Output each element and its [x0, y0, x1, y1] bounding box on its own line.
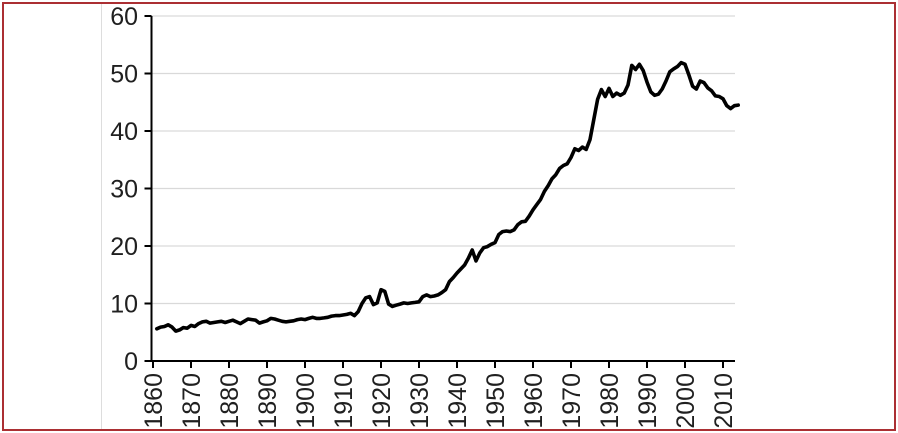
x-tick-label: 1940 [444, 373, 472, 429]
x-tick-label: 1980 [596, 373, 624, 429]
y-tick-label: 30 [110, 176, 138, 204]
x-tick-label: 1960 [520, 373, 548, 429]
x-tick-label: 1920 [368, 373, 396, 429]
data-series-line [155, 60, 741, 333]
x-tick-label: 1870 [178, 373, 206, 429]
x-tick-label: 1890 [254, 373, 282, 429]
y-tick-label: 0 [124, 348, 138, 376]
y-tick-label: 50 [110, 61, 138, 89]
x-tick-label: 2000 [672, 373, 700, 429]
x-tick-label: 1930 [406, 373, 434, 429]
x-tick-label: 2010 [710, 373, 738, 429]
x-tick-label: 1990 [634, 373, 662, 429]
x-tick-label: 1950 [482, 373, 510, 429]
y-tick-label: 60 [110, 3, 138, 31]
y-tick-label: 10 [110, 291, 138, 319]
x-tick-label: 1880 [216, 373, 244, 429]
x-tick-label: 1970 [558, 373, 586, 429]
x-tick-label: 1910 [330, 373, 358, 429]
panel-divider-line [101, 4, 102, 429]
y-tick-label: 20 [110, 233, 138, 261]
x-tick-label: 1860 [140, 373, 168, 429]
y-tick-label: 40 [110, 118, 138, 146]
x-tick-label: 1900 [292, 373, 320, 429]
